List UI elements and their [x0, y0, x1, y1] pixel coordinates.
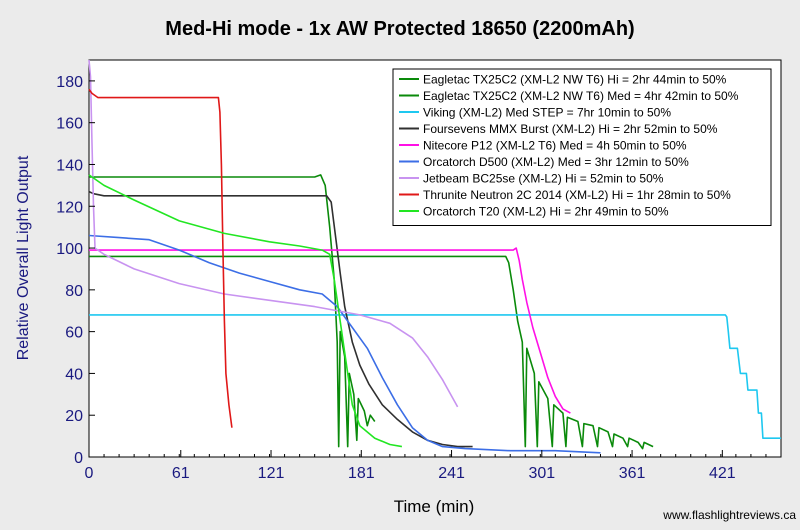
series-layer [88, 59, 781, 454]
x-tick-label: 181 [348, 465, 375, 482]
legend-entry: Foursevens MMX Burst (XM-L2) Hi = 2hr 52… [423, 122, 718, 136]
series-line-6 [88, 234, 601, 454]
legend-box [392, 68, 772, 226]
x-tick-label: 0 [85, 465, 94, 482]
legend-entry: Nitecore P12 (XM-L2 T6) Med = 4h 50min t… [423, 139, 687, 153]
x-tick-label: 61 [172, 465, 190, 482]
x-tick-label: 241 [438, 465, 465, 482]
legend-entry: Jetbeam BC25se (XM-L2) Hi = 52min to 50% [423, 172, 664, 186]
legend: Eagletac TX25C2 (XM-L2 NW T6) Hi = 2hr 4… [392, 68, 772, 226]
series-line-9 [88, 174, 403, 448]
series-line-2 [89, 255, 654, 450]
axis-layer: 0 20 40 60 80 100 120 140 160 180 0 61 121 181 241 301 3… [56, 74, 782, 482]
watermark-text: www.flashlightreviews.ca [662, 508, 796, 522]
y-tick-label: 60 [65, 325, 83, 342]
series-line-8 [88, 88, 233, 428]
x-tick-label: 301 [528, 465, 555, 482]
y-axis-label: Relative Overall Light Output [15, 155, 32, 360]
x-tick-label: 121 [258, 465, 285, 482]
series-line-3 [89, 314, 781, 439]
legend-entry: Orcatorch D500 (XM-L2) Med = 3hr 12min t… [423, 155, 689, 169]
legend-entry: Eagletac TX25C2 (XM-L2 NW T6) Hi = 2hr 4… [423, 73, 727, 87]
y-tick-label: 100 [56, 241, 83, 258]
legend-entry: Eagletac TX25C2 (XM-L2 NW T6) Med = 4hr … [423, 89, 739, 103]
series-line-1 [89, 174, 376, 448]
legend-entry: Thrunite Neutron 2C 2014 (XM-L2) Hi = 1h… [423, 188, 731, 202]
x-tick-label: 361 [619, 465, 646, 482]
series-line-5 [89, 247, 571, 414]
y-tick-label: 80 [65, 283, 83, 300]
y-tick-label: 120 [56, 199, 83, 216]
chart-title: Med-Hi mode - 1x AW Protected 18650 (220… [165, 18, 634, 40]
legend-entry: Viking (XM-L2) Med STEP = 7hr 10min to 5… [423, 106, 671, 120]
y-tick-label: 20 [65, 408, 83, 425]
y-tick-label: 140 [56, 157, 83, 174]
x-axis-label: Time (min) [394, 497, 475, 516]
y-tick-label: 0 [74, 450, 83, 467]
y-tick-label: 180 [56, 74, 83, 91]
y-tick-label: 40 [65, 366, 83, 383]
x-tick-label: 421 [709, 465, 736, 482]
legend-entry: Orcatorch T20 (XM-L2) Hi = 2hr 49min to … [423, 205, 669, 219]
y-tick-label: 160 [56, 116, 83, 133]
